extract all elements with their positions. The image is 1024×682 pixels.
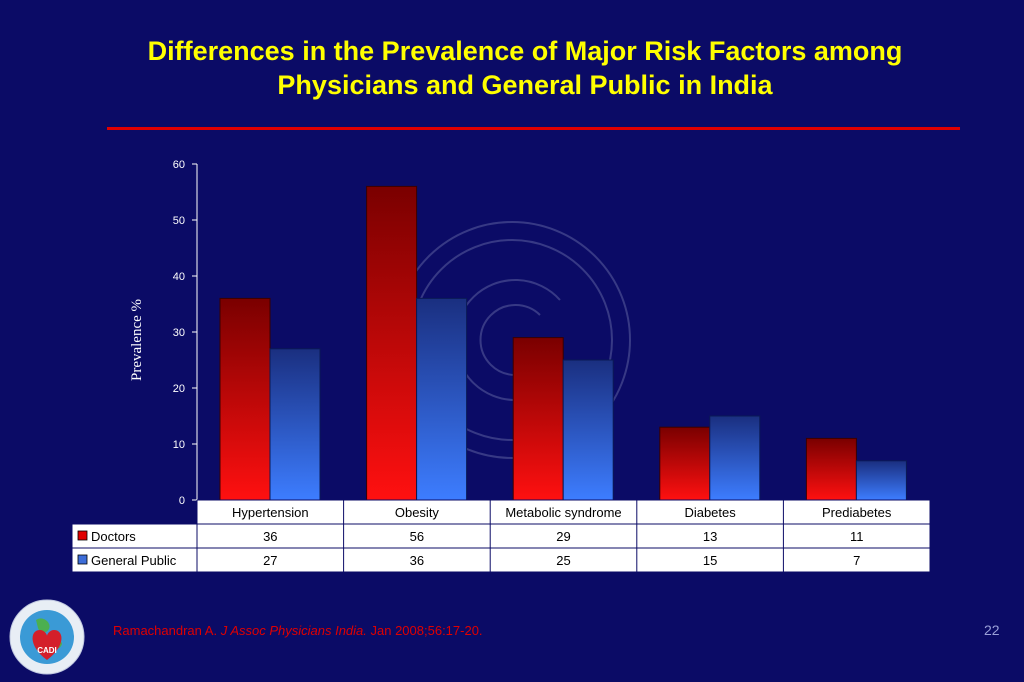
bar-doctors <box>366 185 418 501</box>
bar-doctors <box>805 437 857 501</box>
citation-detail: Jan 2008;56:17-20. <box>366 623 483 638</box>
legend-swatch-doctors <box>77 530 88 541</box>
bar-doctors <box>512 337 564 501</box>
data-label: 29 <box>556 529 570 544</box>
legend-label: Doctors <box>91 529 136 544</box>
x-category-label: Prediabetes <box>822 505 892 520</box>
data-label: 36 <box>263 529 277 544</box>
data-label: 36 <box>410 553 424 568</box>
bar-general-public <box>709 415 761 501</box>
citation-journal: J Assoc Physicians India. <box>220 623 367 638</box>
legend-label: General Public <box>91 553 177 568</box>
y-axis-label: Prevalence % <box>129 299 145 381</box>
citation-author: Ramachandran A. <box>113 623 221 638</box>
citation: Ramachandran A. J Assoc Physicians India… <box>113 623 483 638</box>
cadi-logo: CADI <box>9 599 85 675</box>
data-label: 11 <box>850 529 864 544</box>
y-tick-label: 30 <box>173 327 185 339</box>
data-label: 13 <box>703 529 717 544</box>
y-tick-label: 50 <box>173 215 185 227</box>
y-tick-label: 60 <box>173 159 185 171</box>
bar-general-public <box>855 460 907 501</box>
data-label: 15 <box>703 553 717 568</box>
bar-general-public <box>269 348 321 501</box>
bar-doctors <box>659 426 711 501</box>
title-line-2: Physicians and General Public in India <box>277 70 773 100</box>
table-header-bg <box>197 500 930 524</box>
bar-chart: 0 10 20 30 40 50 60 Hypertension Obesity Metabol… <box>71 159 931 573</box>
bar-general-public <box>562 359 614 501</box>
bar-general-public <box>416 297 468 501</box>
slide-title: Differences in the Prevalence of Major R… <box>60 34 990 102</box>
title-underline <box>107 127 960 130</box>
data-label: 25 <box>556 553 570 568</box>
data-label: 7 <box>853 553 860 568</box>
page-number: 22 <box>984 622 1000 638</box>
data-label: 27 <box>263 553 277 568</box>
bar-doctors <box>219 297 271 501</box>
x-category-label: Metabolic syndrome <box>505 505 621 520</box>
data-label: 56 <box>410 529 424 544</box>
y-tick-label: 0 <box>179 495 185 507</box>
title-line-1: Differences in the Prevalence of Major R… <box>147 36 903 66</box>
legend-swatch-general-public <box>77 554 88 565</box>
y-tick-label: 10 <box>173 439 185 451</box>
logo-text: CADI <box>37 646 57 655</box>
x-category-label: Diabetes <box>684 505 736 520</box>
y-tick-label: 40 <box>173 271 185 283</box>
y-tick-label: 20 <box>173 383 185 395</box>
x-category-label: Obesity <box>395 505 440 520</box>
x-category-label: Hypertension <box>232 505 309 520</box>
